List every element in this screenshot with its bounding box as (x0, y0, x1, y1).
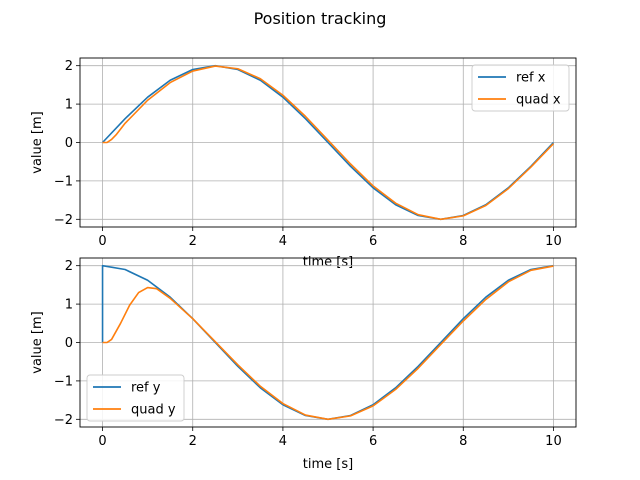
plot2-y-axis-label: value [m] (30, 311, 45, 373)
plot2-y-tick-label-4: 2 (65, 259, 73, 274)
plot1-x-tick-label-1: 2 (189, 234, 197, 249)
plot2-x-tick-label-3: 6 (369, 434, 377, 449)
plot2-series-quad-y-line (102, 265, 554, 421)
plot2-x-tick-label-0: 0 (98, 434, 106, 449)
plot2-x-axis-label: time [s] (303, 457, 353, 472)
plot1-legend: ref x quad x (471, 64, 570, 112)
plot1-y-tick-label-3: 1 (65, 98, 73, 113)
plot1-y-tick-label-4: 2 (65, 59, 73, 74)
plot1-y-tick-label-0: −2 (54, 213, 73, 228)
plot1-x-axis-label: time [s] (303, 255, 353, 270)
bottom-subplot: 0 2 4 6 8 10 −2 −1 0 1 2 time [s] value [m] ref y quad… (30, 257, 577, 472)
plot1-series-quad-x-line (102, 65, 555, 221)
plot2-y-tick-label-1: −1 (54, 374, 73, 389)
plot2-x-tick-label-5: 10 (545, 434, 562, 449)
plot1-y-axis-label: value [m] (30, 111, 45, 173)
plot2-legend: ref y quad y (86, 374, 185, 422)
plot2-x-tick-label-1: 2 (189, 434, 197, 449)
plot2-y-tick-label-0: −2 (54, 413, 73, 428)
plot1-y-tick-label-1: −1 (54, 174, 73, 189)
plot2-legend-label-quad-y: quad y (131, 403, 176, 418)
plot2-y-tick-label-3: 1 (65, 298, 73, 313)
top-subplot: 0 2 4 6 8 10 −2 −1 0 1 2 time [s] value [m] ref x quad… (30, 57, 577, 270)
plot2-x-tick-label-4: 8 (459, 434, 467, 449)
plot2-x-tick-label-2: 4 (279, 434, 287, 449)
plot1-x-tick-label-5: 10 (545, 234, 562, 249)
figure-title: Position tracking (254, 9, 387, 28)
plot1-x-tick-label-2: 4 (279, 234, 287, 249)
plot1-legend-label-ref-x: ref x (516, 71, 546, 86)
plot2-y-tick-label-2: 0 (65, 336, 73, 351)
plot1-x-tick-label-4: 8 (459, 234, 467, 249)
plot1-y-tick-label-2: 0 (65, 136, 73, 151)
plot1-x-tick-label-0: 0 (98, 234, 106, 249)
plot2-legend-label-ref-y: ref y (131, 381, 161, 396)
plot1-x-tick-label-3: 6 (369, 234, 377, 249)
plot1-legend-label-quad-x: quad x (516, 93, 561, 108)
